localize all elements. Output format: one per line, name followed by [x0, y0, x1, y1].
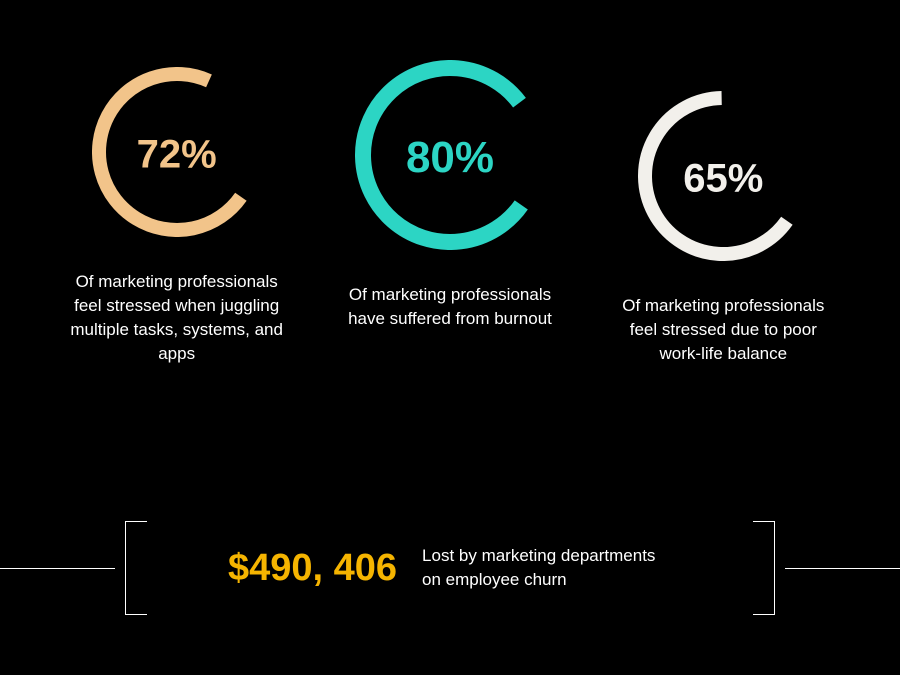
callout-text: Lost by marketing departments on employe… [422, 544, 672, 592]
stat-65: 65% Of marketing professionals feel stre… [607, 91, 840, 365]
ring-72: 72% [92, 67, 262, 242]
stat-72: 72% Of marketing professionals feel stre… [60, 67, 293, 365]
ring-label-80: 80% [406, 133, 494, 183]
callout-inner: $490, 406 Lost by marketing departments … [125, 521, 775, 615]
stats-row: 72% Of marketing professionals feel stre… [0, 60, 900, 366]
desc-80: Of marketing professionals have suffered… [333, 283, 566, 331]
callout-hline-left [0, 568, 115, 569]
callout: $490, 406 Lost by marketing departments … [0, 521, 900, 615]
ring-label-65: 65% [683, 156, 763, 201]
stat-80: 80% Of marketing professionals have suff… [333, 60, 566, 331]
ring-80: 80% [355, 60, 545, 255]
ring-65: 65% [638, 91, 808, 266]
desc-72: Of marketing professionals feel stressed… [60, 270, 293, 365]
callout-amount: $490, 406 [228, 547, 397, 590]
desc-65: Of marketing professionals feel stressed… [607, 294, 840, 365]
ring-label-72: 72% [137, 132, 217, 177]
callout-hline-right [785, 568, 900, 569]
